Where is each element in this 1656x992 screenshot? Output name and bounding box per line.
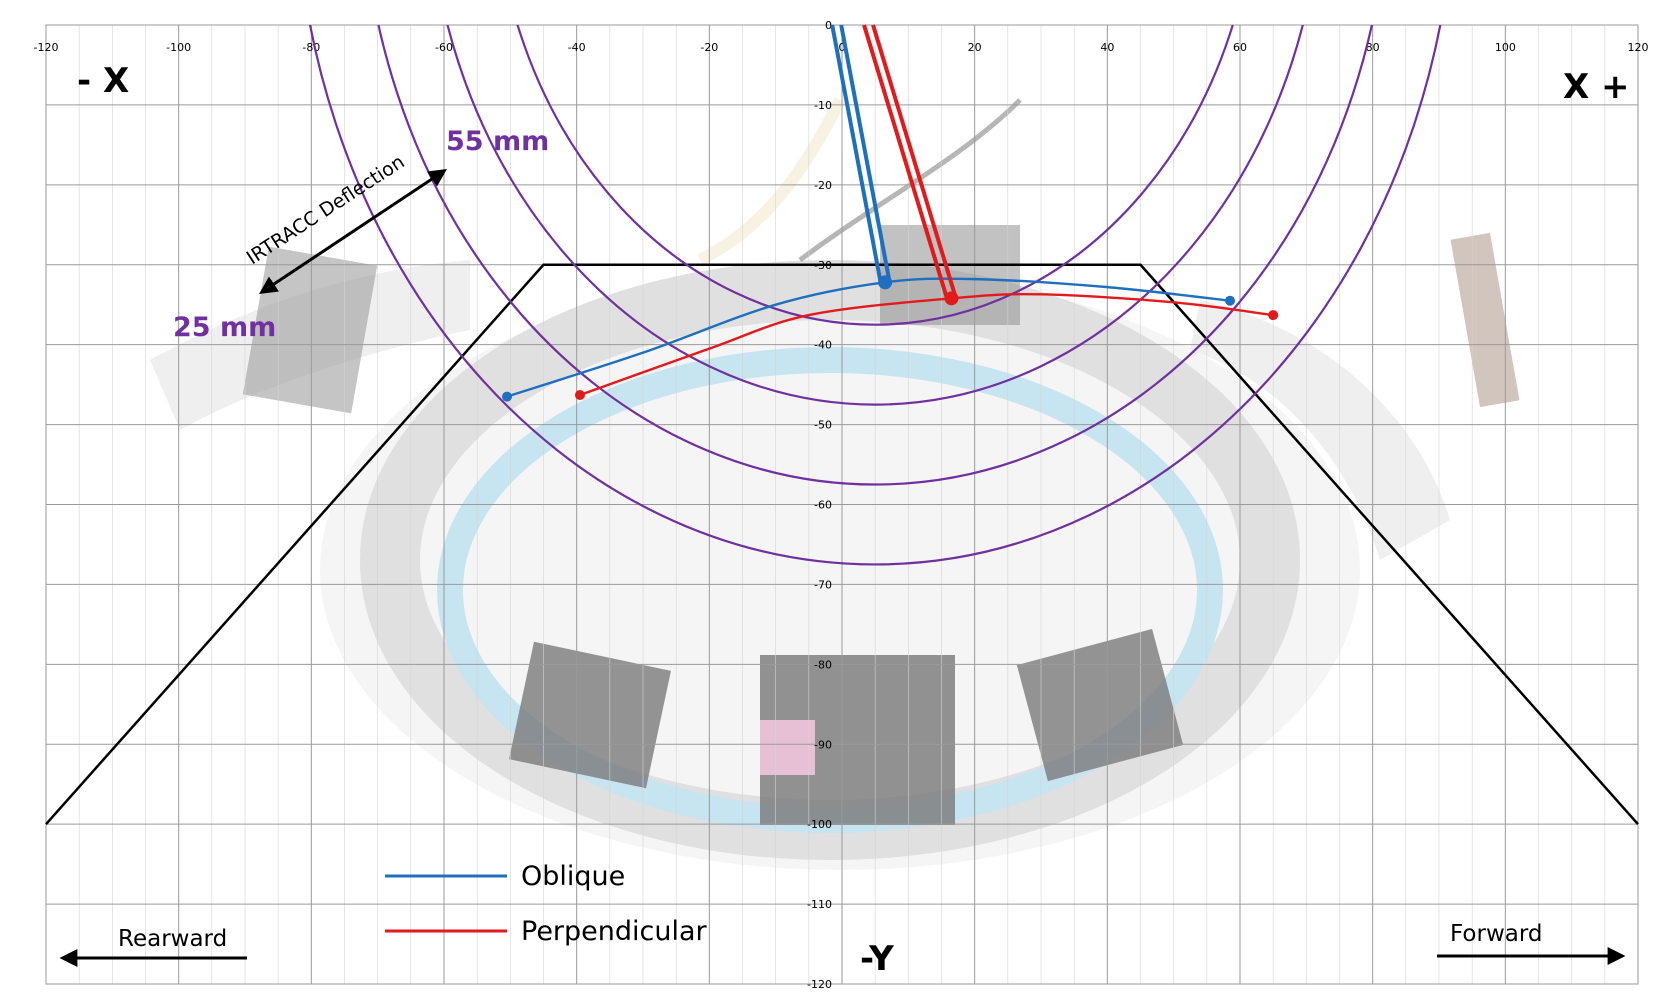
y-minus-label: -Y <box>860 939 894 979</box>
x-tick-label: -40 <box>568 41 586 54</box>
series-endpoint-perpendicular <box>574 390 585 401</box>
probe-line-perpendicular <box>871 24 958 299</box>
deflection-rings <box>309 25 1442 566</box>
series-layer <box>502 24 1279 402</box>
band-right-strap <box>1190 300 1450 560</box>
forward-label: Forward <box>1450 921 1543 947</box>
right-end-tab <box>1450 232 1520 408</box>
x-tick-label: 80 <box>1366 41 1380 54</box>
deflection-arrow <box>259 169 447 294</box>
series-endpoint-perpendicular <box>1268 310 1279 321</box>
tick-labels: -120 -100 -80 -60 -40 -20 0 20 40 60 80 100 120 0 -10 -… <box>34 19 1649 991</box>
legend-label-perpendicular: Perpendicular <box>521 916 708 947</box>
y-tick-label: -10 <box>814 99 832 112</box>
deflection-ring <box>516 25 1234 326</box>
deflection-ring <box>446 25 1304 406</box>
rib-outline <box>45 263 1639 825</box>
outline-layer <box>45 263 1639 825</box>
rearward-label: Rearward <box>118 926 227 952</box>
probe-line-oblique <box>839 24 892 283</box>
y-tick-label: -60 <box>814 499 832 512</box>
front-sensor-connector <box>760 720 815 775</box>
legend-label-oblique: Oblique <box>521 861 625 892</box>
x-tick-label: 40 <box>1100 41 1114 54</box>
deflection-ring <box>377 25 1373 486</box>
y-tick-label: -80 <box>814 658 832 671</box>
y-tick-label: -40 <box>814 339 832 352</box>
y-tick-label: -50 <box>814 419 832 432</box>
right-sensor-block <box>1016 628 1184 782</box>
x-tick-label: -80 <box>302 41 320 54</box>
ring-label-inner: 25 mm <box>173 312 276 343</box>
x-tick-label: 20 <box>968 41 982 54</box>
series-endpoint-oblique <box>1225 295 1236 306</box>
x-tick-label: -100 <box>166 41 191 54</box>
y-tick-label: -110 <box>807 898 832 911</box>
y-tick-label: -70 <box>814 578 832 591</box>
series-endpoint-oblique <box>502 391 513 402</box>
left-sensor-block <box>509 641 671 789</box>
y-tick-label: -120 <box>807 978 832 991</box>
y-tick-label: -100 <box>807 818 832 831</box>
y-tick-label: -90 <box>814 738 832 751</box>
x-tick-label: -20 <box>700 41 718 54</box>
x-tick-label: 0 <box>839 41 846 54</box>
y-tick-label: -20 <box>814 179 832 192</box>
ring-label-outer: 55 mm <box>446 126 549 157</box>
probe-tip-oblique <box>878 275 893 290</box>
probe-line-oblique <box>830 24 883 283</box>
x-plus-label: X + <box>1563 67 1630 107</box>
y-tick-label: 0 <box>825 19 832 32</box>
sensor-cable <box>798 98 1022 263</box>
x-tick-label: -60 <box>435 41 453 54</box>
x-minus-label: - X <box>77 61 129 101</box>
grid-lines <box>45 24 1639 985</box>
x-tick-label: -120 <box>34 41 59 54</box>
x-tick-label: 60 <box>1233 41 1247 54</box>
probe-line-perpendicular <box>862 24 949 299</box>
legend: Oblique Perpendicular <box>385 861 708 947</box>
probe-tip-perpendicular <box>944 291 959 306</box>
x-tick-label: 120 <box>1628 41 1649 54</box>
x-tick-label: 100 <box>1495 41 1516 54</box>
deflection-ring <box>309 25 1442 566</box>
sensor-tube <box>697 97 846 266</box>
